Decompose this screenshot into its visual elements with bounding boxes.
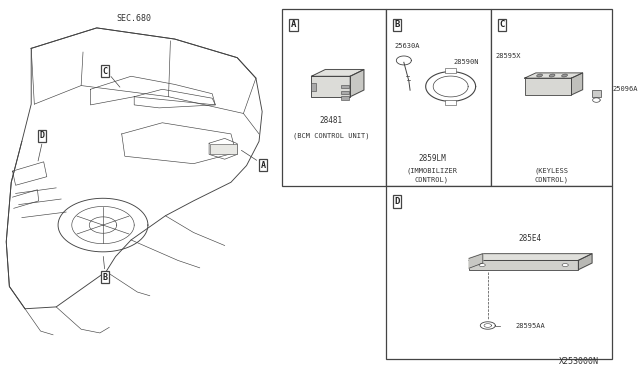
Text: (IMMOBILIZER: (IMMOBILIZER bbox=[406, 168, 458, 174]
Bar bbox=[340, 96, 349, 100]
Bar bbox=[592, 90, 601, 97]
Ellipse shape bbox=[562, 263, 568, 266]
Text: 2859LM: 2859LM bbox=[418, 154, 446, 163]
Bar bbox=[469, 260, 579, 270]
Text: D: D bbox=[40, 131, 45, 140]
Ellipse shape bbox=[549, 74, 555, 77]
Text: (BCM CONTROL UNIT): (BCM CONTROL UNIT) bbox=[292, 132, 369, 139]
Bar bbox=[282, 9, 386, 186]
Bar bbox=[386, 186, 612, 359]
Bar bbox=[340, 90, 349, 94]
Polygon shape bbox=[572, 73, 582, 95]
Bar bbox=[386, 9, 491, 186]
Text: 28481: 28481 bbox=[319, 116, 342, 125]
Text: C: C bbox=[102, 67, 108, 76]
Bar bbox=[445, 100, 456, 105]
Ellipse shape bbox=[537, 74, 543, 77]
Text: 285E4: 285E4 bbox=[518, 234, 541, 243]
Text: A: A bbox=[261, 161, 266, 170]
Text: CONTROL): CONTROL) bbox=[415, 176, 449, 183]
Polygon shape bbox=[469, 254, 483, 268]
Polygon shape bbox=[469, 254, 592, 260]
Bar bbox=[312, 76, 350, 97]
Polygon shape bbox=[579, 254, 592, 270]
Ellipse shape bbox=[562, 74, 568, 77]
Text: B: B bbox=[102, 273, 108, 282]
Text: 25630A: 25630A bbox=[394, 43, 420, 49]
Bar bbox=[445, 68, 456, 73]
Bar bbox=[312, 83, 316, 91]
Text: (KEYLESS: (KEYLESS bbox=[534, 168, 568, 174]
Bar bbox=[491, 9, 612, 186]
Text: A: A bbox=[291, 20, 296, 29]
Text: 28590N: 28590N bbox=[454, 59, 479, 65]
Bar bbox=[340, 85, 349, 89]
Polygon shape bbox=[525, 73, 582, 78]
Polygon shape bbox=[350, 70, 364, 97]
Text: CONTROL): CONTROL) bbox=[534, 176, 568, 183]
Text: X253000N: X253000N bbox=[559, 357, 599, 366]
Text: C: C bbox=[499, 20, 504, 29]
Bar bbox=[210, 144, 237, 154]
Text: SEC.680: SEC.680 bbox=[116, 14, 152, 23]
Text: 28595AA: 28595AA bbox=[516, 323, 546, 328]
Ellipse shape bbox=[479, 263, 485, 266]
Text: D: D bbox=[394, 197, 399, 206]
Bar bbox=[525, 78, 572, 95]
Text: B: B bbox=[394, 20, 399, 29]
Polygon shape bbox=[312, 70, 364, 76]
Text: 25096A: 25096A bbox=[612, 86, 637, 92]
Text: 28595X: 28595X bbox=[495, 53, 521, 59]
